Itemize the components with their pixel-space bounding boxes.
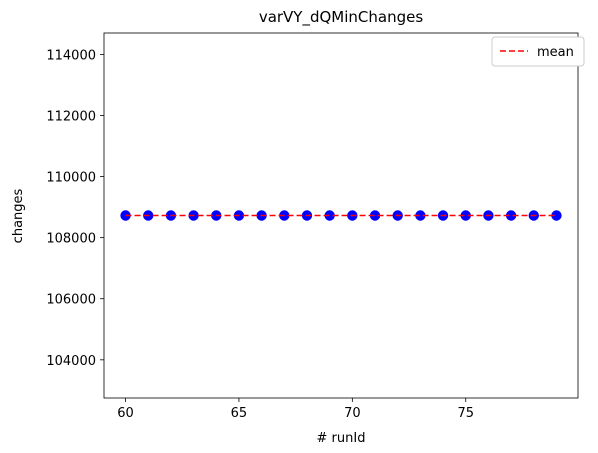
x-tick-label-60: 60	[117, 406, 134, 421]
x-axis-label: # runId	[317, 431, 366, 446]
scatter-point-75	[460, 210, 471, 221]
scatter-point-69	[324, 210, 335, 221]
y-tick-label-110000: 110000	[46, 171, 96, 186]
legend-label-mean: mean	[537, 45, 574, 60]
legend: mean	[491, 36, 585, 67]
y-tick-label-114000: 114000	[46, 48, 96, 63]
y-tick-label-104000: 104000	[46, 354, 96, 369]
chart-title: varVY_dQMinChanges	[259, 8, 424, 27]
scatter-point-79	[551, 210, 562, 221]
plot-area: 60 65 70 75 104000 106000 108000 110000 112000 11…	[46, 32, 579, 421]
legend-box	[491, 36, 585, 67]
y-tick-label-106000: 106000	[46, 293, 96, 308]
axes-frame	[103, 32, 579, 399]
scatter-point-71	[369, 210, 381, 221]
x-tick-label-75: 75	[457, 406, 474, 421]
y-axis-label: changes	[11, 188, 26, 243]
y-tick-label-112000: 112000	[46, 109, 96, 124]
x-tick-label-65: 65	[231, 406, 248, 421]
scatter-point-73	[415, 210, 426, 221]
x-tick-label-70: 70	[344, 406, 361, 421]
y-tick-label-108000: 108000	[46, 232, 96, 247]
scatter-point-77	[505, 210, 517, 221]
